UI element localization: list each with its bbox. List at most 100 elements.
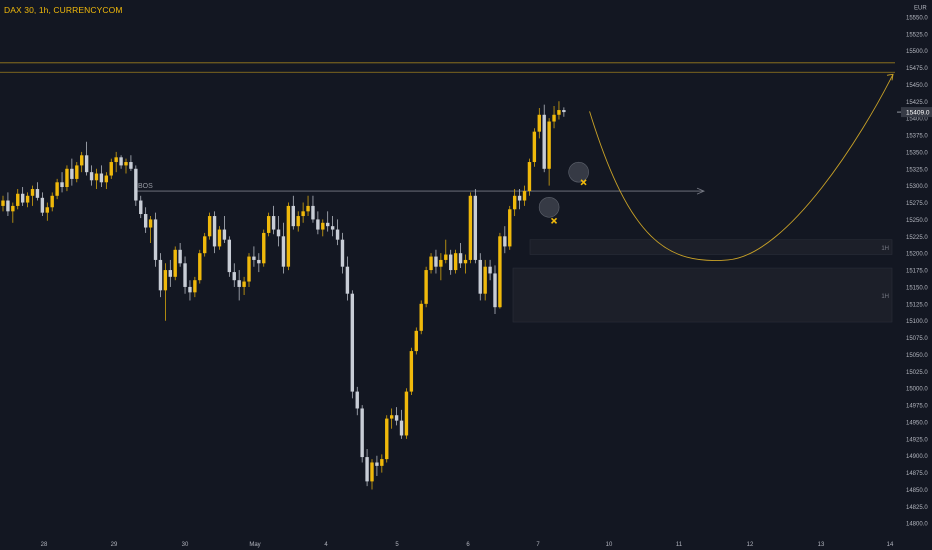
candle[interactable] <box>542 104 546 173</box>
candle[interactable] <box>119 155 123 169</box>
candle[interactable] <box>183 256 187 294</box>
candle[interactable] <box>129 155 133 171</box>
candle[interactable] <box>222 216 227 244</box>
candle[interactable] <box>35 182 40 201</box>
candle[interactable] <box>25 192 30 208</box>
candle[interactable] <box>557 101 561 120</box>
candle[interactable] <box>242 276 246 296</box>
candle[interactable] <box>173 246 177 281</box>
candle[interactable] <box>562 107 566 117</box>
candle[interactable] <box>163 263 168 321</box>
candle[interactable] <box>429 253 433 274</box>
candle[interactable] <box>419 300 423 335</box>
candle[interactable] <box>139 195 143 219</box>
candle[interactable] <box>301 202 305 223</box>
candle[interactable] <box>473 189 478 264</box>
candle[interactable] <box>55 178 59 200</box>
candle[interactable] <box>503 226 507 254</box>
candle[interactable] <box>1 195 5 212</box>
candle[interactable] <box>517 189 522 210</box>
candle[interactable] <box>198 249 202 284</box>
candle[interactable] <box>493 265 497 314</box>
candle[interactable] <box>45 202 49 221</box>
candle[interactable] <box>134 165 138 206</box>
candle[interactable] <box>188 280 192 301</box>
candle[interactable] <box>178 243 182 267</box>
candle[interactable] <box>114 151 118 173</box>
candle[interactable] <box>80 151 84 173</box>
candle[interactable] <box>449 249 453 275</box>
candle[interactable] <box>434 249 438 274</box>
candle[interactable] <box>311 195 315 223</box>
candle[interactable] <box>84 141 89 176</box>
candle[interactable] <box>296 211 300 232</box>
candle[interactable] <box>232 263 236 287</box>
price-axis[interactable]: 15550.0 15525.0 15500.0 15475.0 15450.0 15425… <box>906 15 928 527</box>
candle[interactable] <box>291 195 295 230</box>
candle[interactable] <box>109 158 113 179</box>
candle[interactable] <box>444 239 448 264</box>
candle[interactable] <box>399 409 404 439</box>
candle[interactable] <box>207 212 212 240</box>
candle[interactable] <box>50 192 54 212</box>
time-axis[interactable]: 28 29 30 May 4 5 6 7 10 11 12 13 14 <box>41 542 894 548</box>
candle[interactable] <box>16 189 20 210</box>
candle[interactable] <box>89 165 94 186</box>
candle[interactable] <box>193 276 197 298</box>
candle[interactable] <box>266 212 271 237</box>
candle[interactable] <box>212 211 217 254</box>
candle[interactable] <box>340 232 345 274</box>
candle[interactable] <box>365 448 369 487</box>
candle[interactable] <box>104 172 109 190</box>
candle[interactable] <box>512 189 517 217</box>
candle[interactable] <box>439 253 443 281</box>
candle[interactable] <box>158 253 163 298</box>
candle[interactable] <box>227 236 232 277</box>
candle[interactable] <box>453 249 458 274</box>
candle[interactable] <box>330 216 335 237</box>
candle[interactable] <box>414 327 418 355</box>
demand-zone[interactable] <box>529 239 893 255</box>
candle[interactable] <box>404 388 409 439</box>
candle[interactable] <box>276 216 281 247</box>
candle[interactable] <box>488 259 492 281</box>
candle[interactable] <box>65 165 69 192</box>
candle[interactable] <box>335 219 340 246</box>
candle[interactable] <box>321 219 325 237</box>
candle[interactable] <box>468 192 473 264</box>
candle[interactable] <box>522 185 527 206</box>
candle[interactable] <box>70 158 74 186</box>
candle[interactable] <box>124 158 128 174</box>
candle[interactable] <box>148 216 153 244</box>
candle[interactable] <box>252 246 256 267</box>
candle[interactable] <box>99 165 104 188</box>
candle[interactable] <box>355 386 359 416</box>
candle[interactable] <box>527 158 532 196</box>
candle[interactable] <box>237 270 241 301</box>
candle[interactable] <box>11 202 15 223</box>
candle[interactable] <box>552 106 556 129</box>
candle[interactable] <box>532 128 537 167</box>
candle[interactable] <box>168 259 172 287</box>
candle[interactable] <box>271 205 276 235</box>
candle[interactable] <box>281 222 286 274</box>
candle[interactable] <box>257 253 261 273</box>
candle[interactable] <box>360 405 364 463</box>
candle[interactable] <box>6 192 10 217</box>
candle[interactable] <box>40 192 45 217</box>
candle[interactable] <box>262 229 266 267</box>
candle[interactable] <box>306 195 310 217</box>
candle[interactable] <box>350 290 355 399</box>
candle[interactable] <box>463 254 468 274</box>
candle[interactable] <box>547 118 551 186</box>
candle[interactable] <box>247 253 251 287</box>
candle[interactable] <box>286 202 291 271</box>
candle[interactable] <box>370 459 374 490</box>
candle[interactable] <box>316 211 320 235</box>
candle[interactable] <box>30 185 35 206</box>
demand-zone[interactable] <box>512 267 893 323</box>
candle[interactable] <box>389 408 394 429</box>
candle[interactable] <box>60 172 64 193</box>
candle[interactable] <box>153 212 158 267</box>
